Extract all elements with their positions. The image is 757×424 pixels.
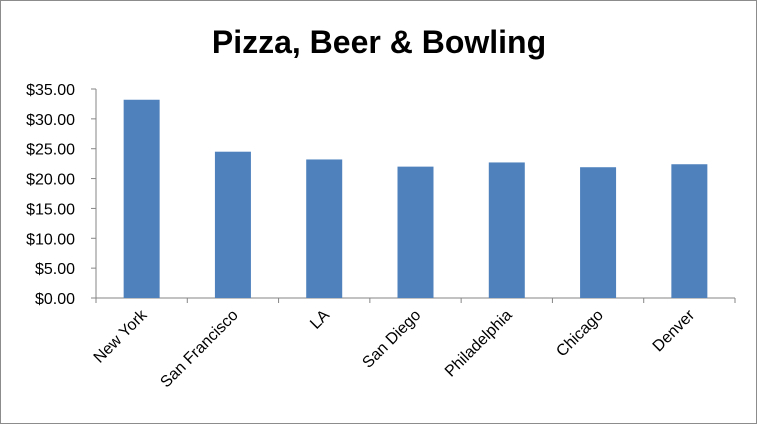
bar xyxy=(397,166,434,298)
y-tick-label: $10.00 xyxy=(26,231,75,248)
bar xyxy=(580,167,617,298)
x-tick-label: San Diego xyxy=(359,307,424,372)
y-tick-label: $25.00 xyxy=(26,142,75,159)
bar xyxy=(214,151,251,298)
x-tick-labels: New York San Francisco LA San Diego Philadel… xyxy=(91,306,699,391)
bar xyxy=(123,99,160,299)
y-tick-labels: $0.00 $5.00 $10.00 $15.00 $20.00 $25.00 $30.00… xyxy=(26,82,75,308)
x-tick-label: Chicago xyxy=(553,307,607,361)
x-tick-label: Philadelphia xyxy=(442,307,516,381)
y-tick-label: $30.00 xyxy=(26,112,75,129)
y-tick-label: $15.00 xyxy=(26,201,75,218)
x-tick-label: Denver xyxy=(650,306,699,355)
y-tick-label: $0.00 xyxy=(35,291,75,308)
x-tick-label: New York xyxy=(91,306,152,367)
y-tick-label: $5.00 xyxy=(35,261,75,278)
bar xyxy=(306,159,343,298)
chart-title: Pizza, Beer & Bowling xyxy=(212,24,546,60)
y-tick-label: $20.00 xyxy=(26,172,75,189)
x-tick-label: LA xyxy=(307,307,333,333)
bar xyxy=(488,162,525,298)
x-tick-label: San Francisco xyxy=(157,307,241,391)
bar xyxy=(671,164,708,298)
bars xyxy=(123,99,708,299)
y-tick-label: $35.00 xyxy=(26,82,75,99)
